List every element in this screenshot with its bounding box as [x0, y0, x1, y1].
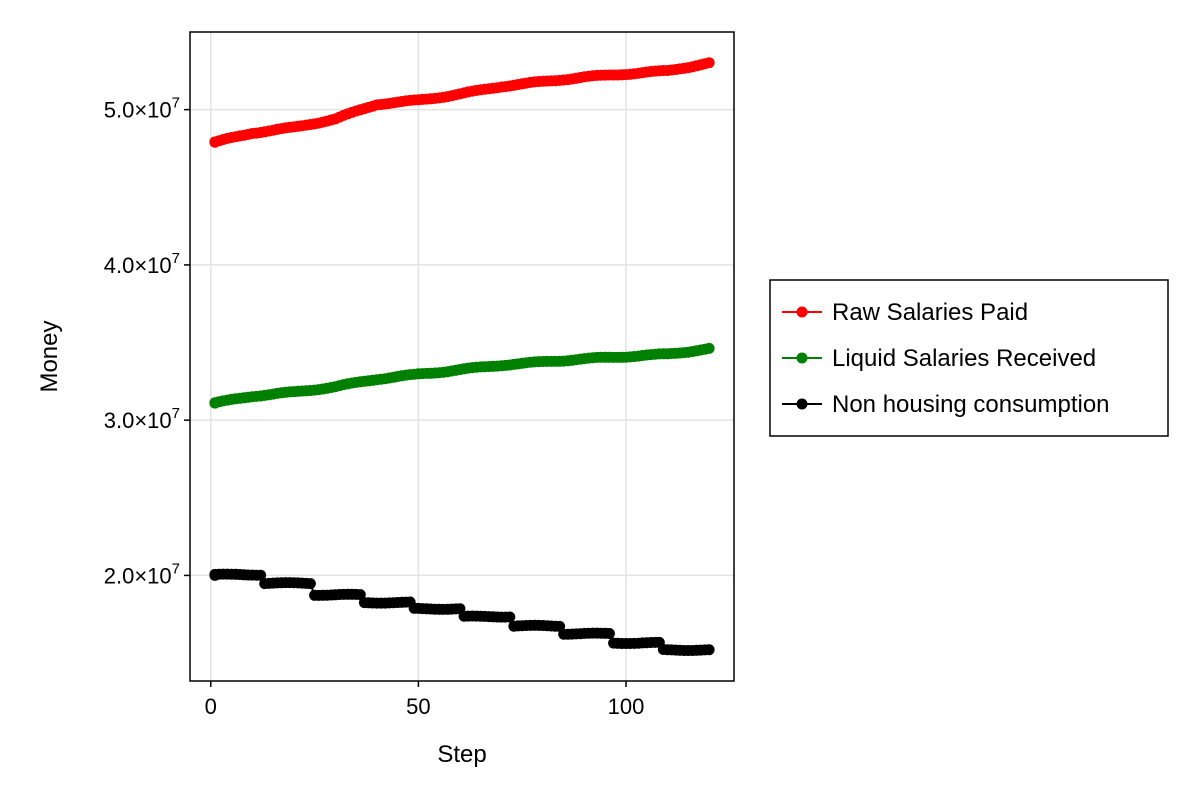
data-point: [504, 611, 516, 623]
x-tick-label: 0: [205, 694, 217, 719]
y-tick-label: 5.0×107: [104, 95, 180, 123]
data-point: [603, 628, 615, 639]
legend-item-liquid-salaries-received: Liquid Salaries Received: [782, 345, 1096, 372]
legend: Raw Salaries Paid Liquid Salaries Receive…: [769, 279, 1169, 437]
legend-frame: [769, 279, 1169, 437]
legend-swatch-marker: [796, 398, 808, 410]
data-point: [209, 569, 221, 581]
plot-frame: [189, 31, 735, 682]
series-layer: [209, 57, 715, 656]
data-point: [255, 569, 267, 581]
y-tick-label: 2.0×107: [104, 560, 180, 588]
data-point: [703, 342, 715, 354]
legend-item-raw-salaries-paid: Raw Salaries Paid: [782, 299, 1028, 326]
legend-label: Non housing consumption: [832, 391, 1110, 418]
series-raw-salaries-paid: [209, 57, 715, 148]
series-non-housing-consumption: [209, 568, 715, 656]
data-point: [304, 578, 316, 590]
data-point: [209, 397, 221, 409]
y-axis-label: Money: [36, 320, 63, 392]
legend-swatch-marker: [796, 352, 808, 364]
y-tick-label: 4.0×107: [104, 250, 180, 278]
x-tick-label: 100: [608, 694, 645, 719]
series-liquid-salaries-received: [209, 342, 715, 409]
data-point: [703, 57, 715, 69]
legend-item-non-housing-consumption: Non housing consumption: [782, 391, 1110, 418]
x-tick-label: 50: [406, 694, 430, 719]
data-point: [703, 644, 715, 656]
x-axis-label: Step: [437, 741, 486, 768]
legend-swatch-marker: [796, 306, 808, 318]
y-axis: 2.0×107 3.0×107 4.0×107 5.0×107: [104, 95, 190, 588]
data-point: [209, 136, 221, 148]
legend-label: Raw Salaries Paid: [832, 299, 1028, 326]
y-tick-label: 3.0×107: [104, 405, 180, 433]
x-axis: 0 50 100: [205, 681, 645, 719]
legend-label: Liquid Salaries Received: [832, 345, 1096, 372]
